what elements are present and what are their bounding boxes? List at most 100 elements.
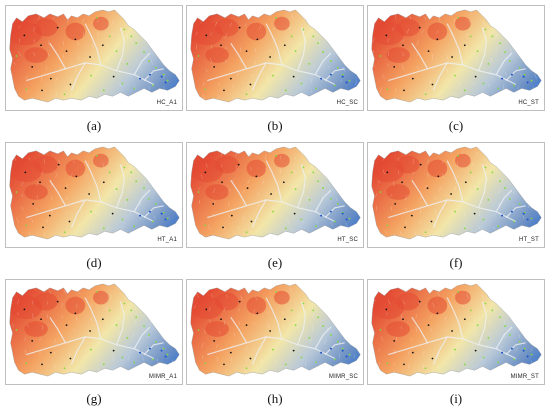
station-point	[526, 218, 529, 221]
station-point	[292, 75, 295, 78]
station-point	[148, 73, 151, 76]
map-id-label: HC_A1	[156, 100, 177, 106]
station-point	[386, 224, 389, 227]
station-point	[302, 166, 305, 169]
station-point	[162, 347, 165, 350]
station-point	[249, 83, 252, 86]
station-point	[497, 361, 500, 364]
station-point	[40, 44, 42, 47]
station-point	[336, 66, 339, 69]
station-point	[15, 191, 18, 193]
station-point	[487, 199, 490, 201]
station-point	[293, 212, 296, 215]
station-point	[90, 348, 92, 351]
station-point	[497, 87, 500, 90]
station-point	[312, 35, 315, 38]
station-point	[454, 348, 456, 351]
station-point	[315, 361, 318, 364]
station-point	[394, 202, 397, 205]
station-point	[65, 324, 68, 327]
station-point	[451, 330, 453, 332]
station-point	[164, 81, 167, 84]
station-point	[501, 351, 504, 354]
station-point	[89, 56, 91, 58]
station-point	[238, 26, 241, 29]
station-point	[154, 66, 157, 69]
station-point	[56, 26, 59, 29]
caption-c: (c)	[448, 118, 464, 133]
station-point	[294, 188, 297, 190]
station-point	[221, 181, 223, 184]
station-point	[63, 231, 66, 234]
station-point	[166, 217, 169, 220]
station-point	[102, 227, 105, 230]
station-point	[123, 302, 126, 305]
station-point	[484, 302, 487, 305]
station-point	[256, 312, 259, 315]
station-point	[474, 349, 477, 352]
station-point	[393, 65, 396, 68]
station-point	[330, 198, 332, 200]
station-point	[487, 337, 490, 339]
station-point	[320, 214, 323, 217]
station-point	[491, 35, 494, 38]
station-point	[57, 163, 60, 166]
map-id-label: MIMR_SC	[328, 374, 358, 380]
station-point	[204, 224, 207, 227]
station-point	[123, 28, 126, 31]
station-point	[63, 93, 66, 96]
station-point	[101, 318, 104, 321]
map-id-label: MIMR_ST	[510, 374, 539, 380]
station-point	[385, 308, 388, 311]
station-point	[148, 334, 150, 336]
station-point	[330, 334, 332, 336]
basin-map	[190, 283, 361, 377]
station-point	[463, 89, 466, 92]
station-point	[204, 88, 207, 91]
station-point	[148, 347, 151, 350]
station-point	[230, 214, 233, 217]
station-point	[115, 188, 118, 190]
elevation-surface	[190, 9, 361, 103]
station-point	[143, 325, 145, 327]
station-point	[379, 329, 382, 331]
station-point	[386, 171, 389, 174]
map-id-label: HC_ST	[518, 100, 539, 106]
station-point	[222, 226, 224, 229]
station-point	[424, 93, 427, 96]
station-point	[430, 220, 433, 223]
station-point	[450, 193, 452, 195]
station-point	[130, 309, 133, 312]
station-point	[166, 79, 169, 82]
station-point	[69, 357, 72, 360]
station-point	[74, 38, 77, 41]
station-point	[220, 318, 222, 321]
station-point	[245, 324, 248, 327]
station-point	[329, 210, 332, 213]
station-point	[457, 16, 459, 19]
station-point	[427, 324, 430, 327]
station-point	[15, 55, 18, 57]
station-point	[160, 212, 163, 215]
station-point	[522, 75, 525, 78]
station-point	[322, 325, 324, 327]
station-point	[48, 214, 51, 217]
caption-b: (b)	[267, 118, 283, 133]
station-point	[197, 329, 200, 331]
station-point	[41, 363, 43, 366]
station-point	[283, 318, 286, 321]
station-point	[108, 309, 111, 312]
station-point	[121, 356, 124, 359]
map-panel-ht-sc: HT_SC	[186, 142, 364, 248]
station-point	[121, 218, 124, 221]
map-panel-ht-st: HT_ST	[367, 142, 545, 248]
station-point	[112, 349, 115, 352]
station-point	[223, 363, 225, 366]
map-id-label: HT_A1	[157, 237, 177, 243]
station-point	[424, 367, 427, 370]
station-point	[126, 199, 129, 201]
station-point	[308, 63, 311, 65]
station-point	[436, 312, 439, 315]
station-point	[275, 290, 277, 293]
station-point	[135, 180, 138, 183]
